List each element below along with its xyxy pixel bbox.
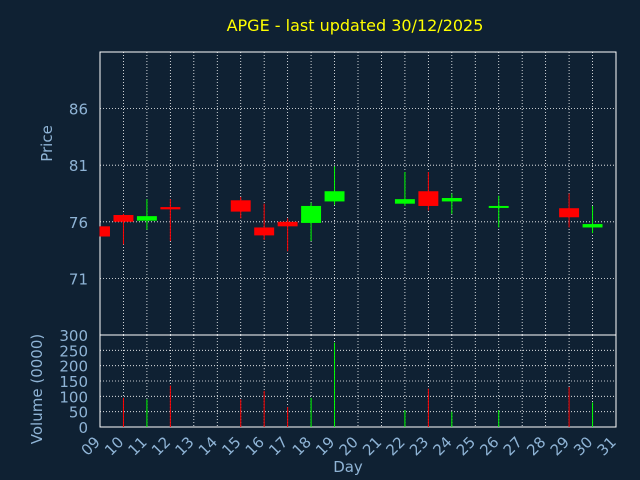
candle-body: [230, 200, 251, 212]
x-tick-label: 13: [171, 433, 197, 459]
x-tick-label: 09: [78, 433, 104, 459]
volume-axis-label: Volume (0000): [28, 334, 46, 444]
volume-tick-label: 250: [59, 342, 88, 360]
volume-tick-label: 50: [69, 404, 88, 422]
candle-body: [100, 226, 110, 237]
x-tick-label: 12: [148, 433, 174, 459]
x-tick-label: 14: [195, 433, 221, 459]
candle-body: [582, 224, 603, 228]
x-axis-label: Day: [333, 458, 363, 476]
x-tick-label: 10: [101, 433, 127, 459]
x-tick-label: 16: [242, 433, 268, 459]
price-tick-label: 76: [69, 214, 88, 232]
x-tick-label: 17: [265, 433, 291, 459]
candle-body: [559, 208, 580, 218]
candle-body: [136, 216, 157, 221]
candle-body: [324, 191, 345, 202]
x-tick-label: 18: [289, 433, 315, 459]
x-tick-label: 25: [453, 433, 479, 459]
volume-tick-label: 0: [78, 419, 88, 437]
price-tick-label: 86: [69, 101, 88, 119]
price-tick-label: 71: [69, 270, 88, 288]
x-tick-label: 27: [500, 433, 526, 459]
candle-body: [418, 191, 439, 206]
volume-tick-label: 200: [59, 358, 88, 376]
chart-title: APGE - last updated 30/12/2025: [227, 16, 484, 35]
volume-tick-label: 100: [59, 388, 88, 406]
x-tick-label: 21: [359, 433, 385, 459]
candle-body: [301, 205, 322, 223]
x-tick-label: 15: [218, 433, 244, 459]
candle-body: [277, 221, 298, 227]
candle-body: [254, 227, 275, 236]
candle-body: [394, 199, 415, 204]
candle-body: [113, 215, 134, 222]
x-tick-label: 24: [429, 433, 455, 459]
candle-body: [160, 207, 181, 210]
x-tick-label: 28: [523, 433, 549, 459]
price-panel: 71 76 81 86: [69, 51, 617, 336]
x-tick-label: 11: [125, 433, 151, 459]
x-tick-label: 30: [570, 433, 596, 459]
x-tick-label: 20: [336, 433, 362, 459]
candle-body: [441, 198, 462, 202]
price-tick-label: 81: [69, 157, 88, 175]
price-axis-label: Price: [38, 125, 56, 162]
x-tick-label: 26: [476, 433, 502, 459]
candle-body: [488, 205, 509, 208]
x-tick-label: 29: [547, 433, 573, 459]
x-tick-label: 23: [406, 433, 432, 459]
x-tick-label: 22: [383, 433, 409, 459]
volume-tick-label: 150: [59, 373, 88, 391]
x-tick-label: 19: [312, 433, 338, 459]
x-tick-label: 31: [594, 433, 620, 459]
volume-tick-label: 300: [59, 327, 88, 345]
